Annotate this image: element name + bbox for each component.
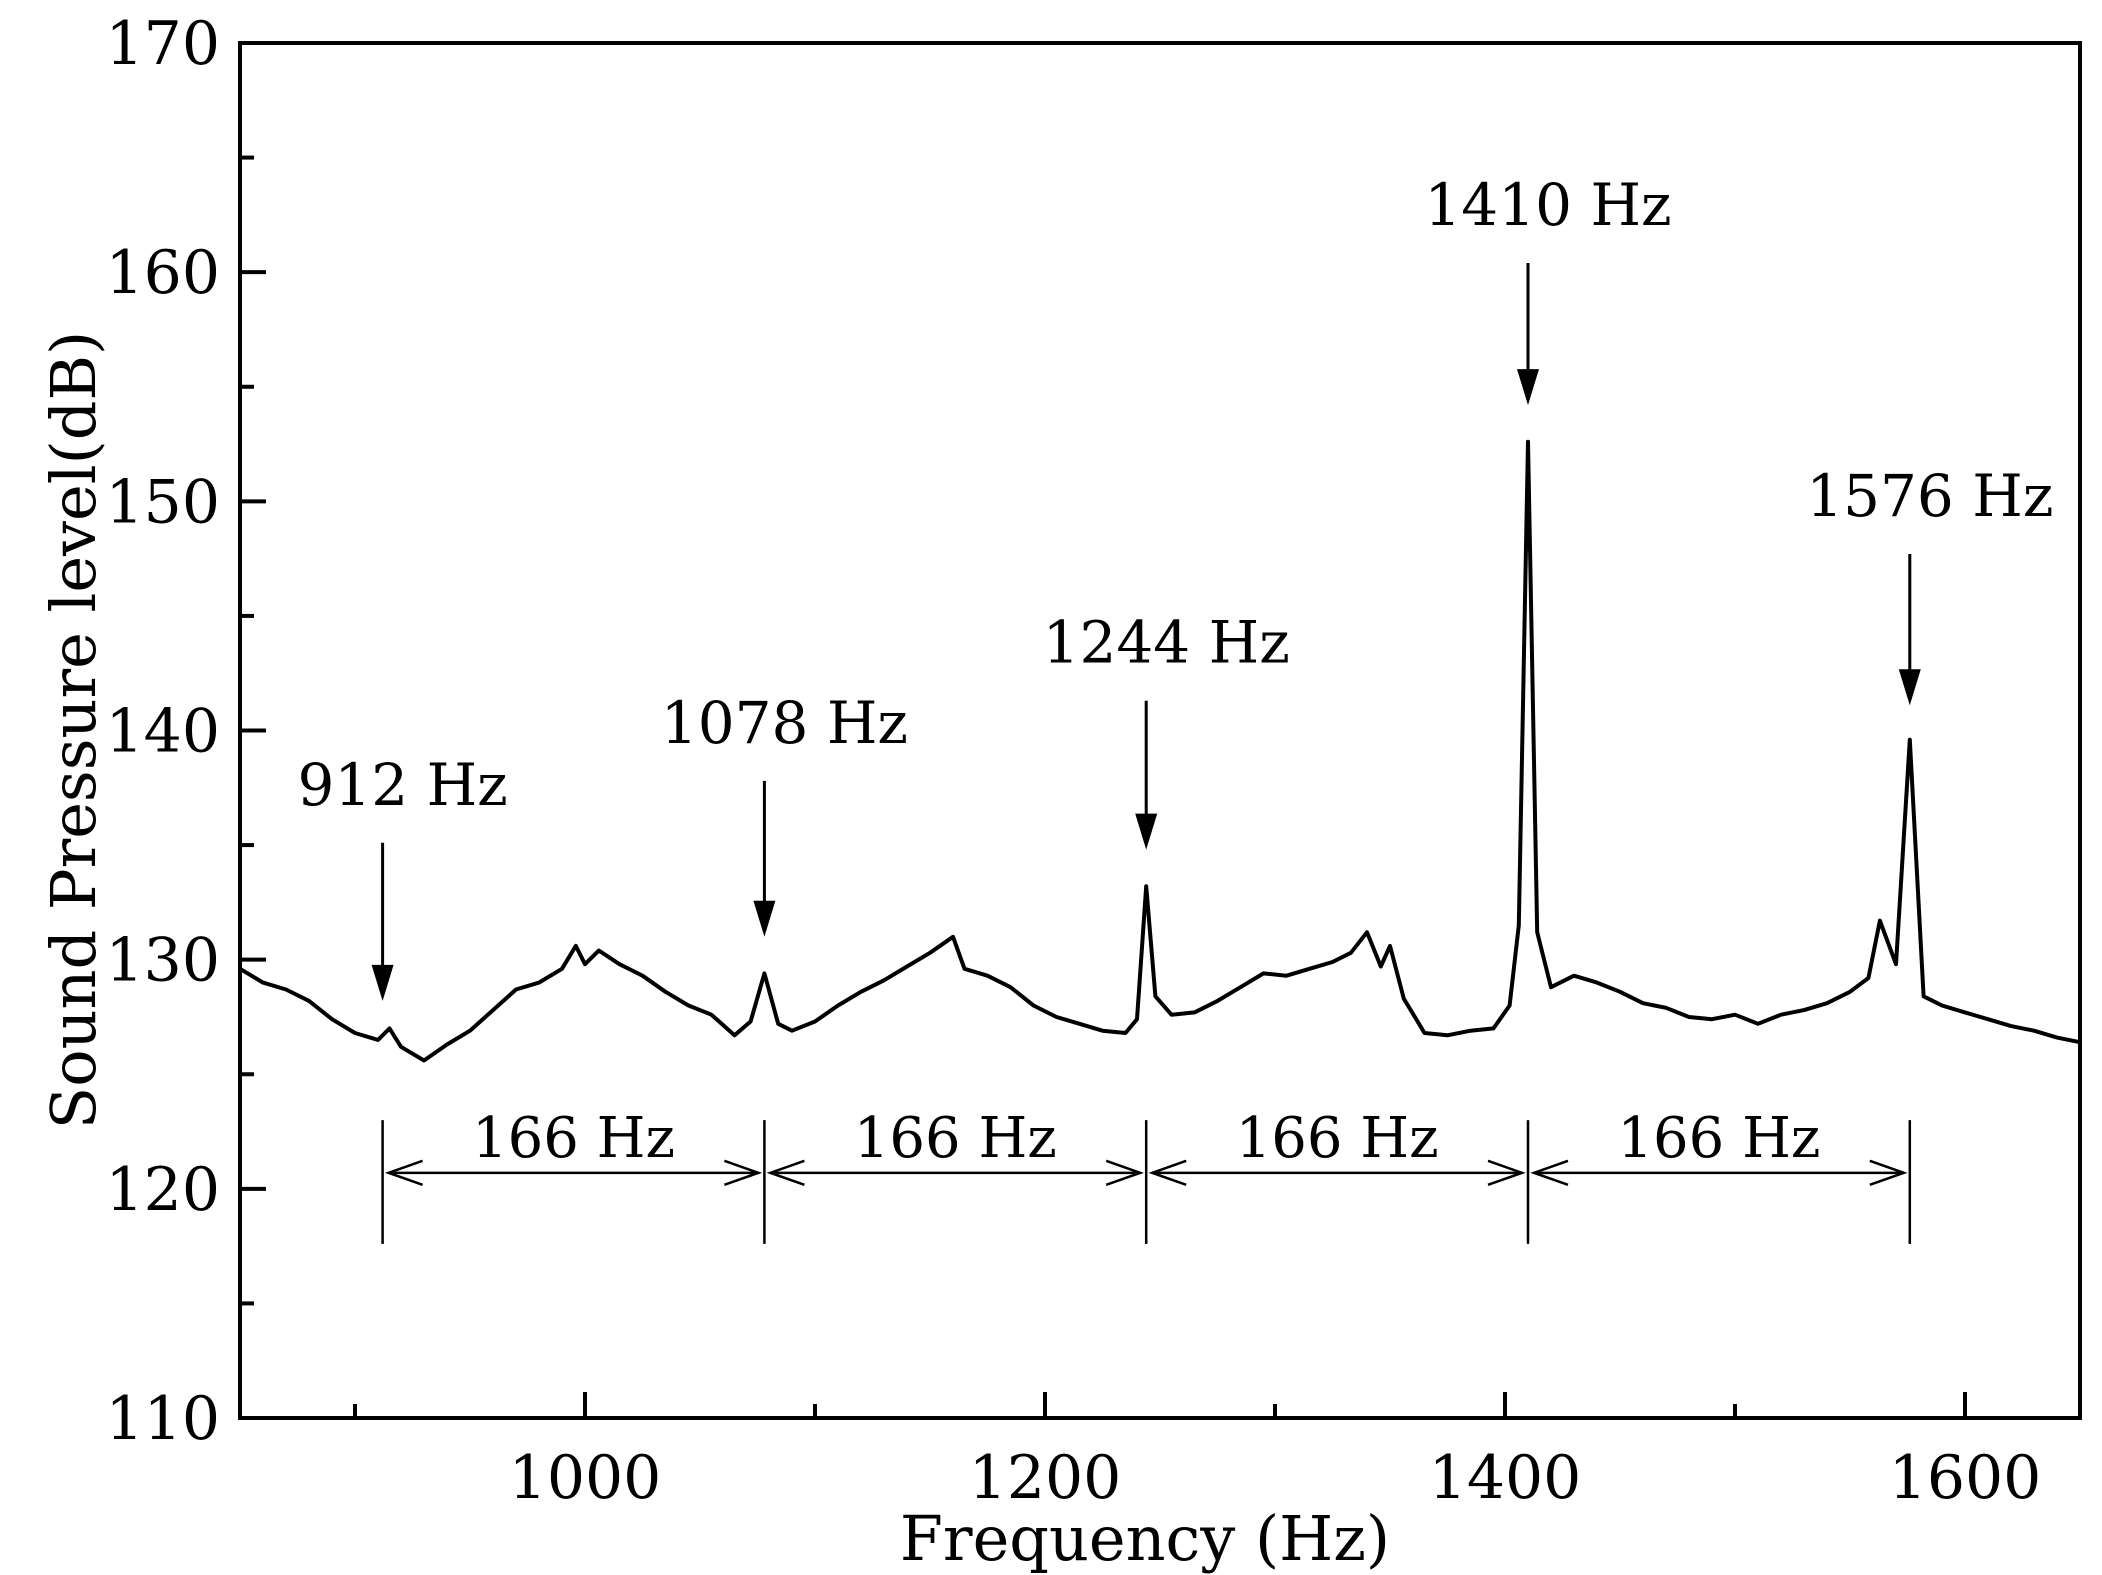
spacing-arrow-right <box>1105 1159 1144 1187</box>
annotation-arrow-head <box>371 964 394 1001</box>
y-tick-label-120: 120 <box>105 1155 220 1225</box>
spacing-label: 166 Hz <box>1617 1106 1820 1171</box>
axis-ticks <box>240 41 1967 1420</box>
spacing-markers: 166 Hz 166 Hz 166 Hz 166 Hz <box>381 1106 1912 1244</box>
annotation-arrow-head <box>1517 369 1539 406</box>
annotation-label: 1078 Hz <box>661 689 908 757</box>
x-tick-label-1000: 1000 <box>509 1443 662 1513</box>
y-tick-label-140: 140 <box>105 697 220 767</box>
annotation-arrow-head <box>753 900 776 937</box>
peak-annotations: 912 Hz 1078 Hz 1244 Hz 1410 Hz 1576 Hz <box>297 171 2053 1001</box>
annotation-label: 1410 Hz <box>1424 171 1671 239</box>
peak-annotation-1576: 1576 Hz <box>1806 462 2053 706</box>
plot-frame <box>238 41 2082 1420</box>
y-tick-label-170: 170 <box>105 9 220 79</box>
y-tick-label-110: 110 <box>105 1384 220 1454</box>
annotation-label: 1244 Hz <box>1043 609 1290 677</box>
spacing-arrow-right <box>1869 1159 1908 1187</box>
x-tick-label-1200: 1200 <box>969 1443 1122 1513</box>
spacing-arrow-right <box>1487 1159 1526 1187</box>
y-tick-label-130: 130 <box>105 926 220 996</box>
peak-annotation-912: 912 Hz <box>297 751 508 1001</box>
spacing-marker-0: 166 Hz <box>384 1106 763 1187</box>
spacing-arrow-left <box>384 1159 424 1187</box>
peak-annotation-1244: 1244 Hz <box>1043 609 1290 850</box>
spacing-arrow-left <box>1148 1159 1187 1187</box>
annotation-label: 1576 Hz <box>1806 462 2053 530</box>
x-tick-label-1600: 1600 <box>1889 1443 2042 1513</box>
spacing-arrow-left <box>766 1159 805 1187</box>
peak-annotation-1078: 1078 Hz <box>661 689 908 937</box>
y-tick-label-150: 150 <box>105 467 220 537</box>
spacing-label: 166 Hz <box>472 1106 675 1171</box>
annotation-arrow-head <box>1898 669 1921 706</box>
spacing-marker-3: 166 Hz <box>1530 1106 1908 1187</box>
annotation-label: 912 Hz <box>297 751 507 819</box>
spacing-arrow-right <box>723 1159 763 1187</box>
x-tick-label-1400: 1400 <box>1429 1443 1582 1513</box>
series-line <box>238 439 2081 1063</box>
y-tick-label-160: 160 <box>105 238 220 308</box>
annotation-arrow-head <box>1135 813 1158 850</box>
peak-annotation-1410: 1410 Hz <box>1424 171 1672 406</box>
spacing-arrow-left <box>1530 1159 1569 1187</box>
spacing-marker-1: 166 Hz <box>766 1106 1144 1187</box>
y-axis-title: Sound Pressure level(dB) <box>37 331 110 1129</box>
spacing-label: 166 Hz <box>854 1106 1057 1171</box>
spacing-label: 166 Hz <box>1236 1106 1439 1171</box>
axis-tick-labels: 1000 1200 1400 1600 110 120 130 140 150 160 170 <box>105 9 2041 1513</box>
spacing-marker-2: 166 Hz <box>1148 1106 1526 1187</box>
x-axis-title: Frequency (Hz) <box>900 1502 1390 1575</box>
